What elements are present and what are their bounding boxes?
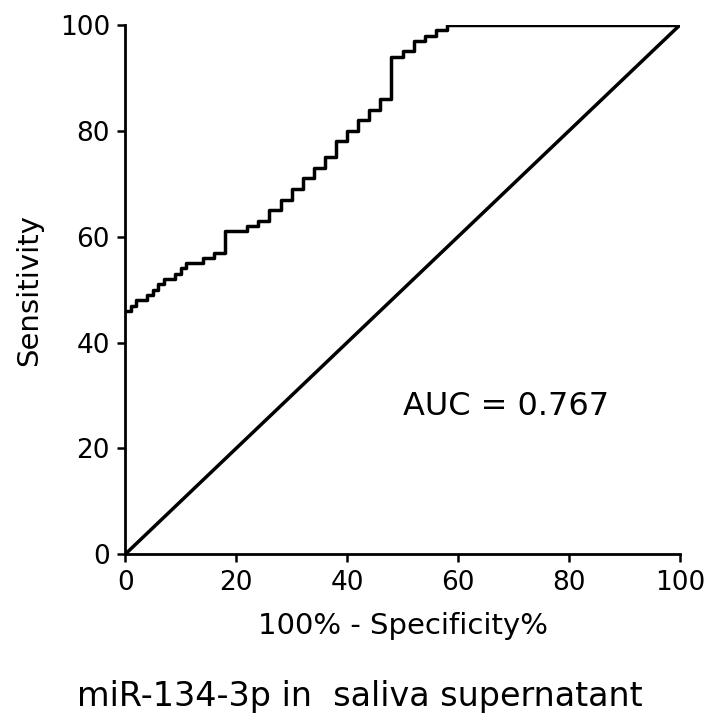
Text: miR-134-3p in  saliva supernatant: miR-134-3p in saliva supernatant xyxy=(77,680,643,713)
Text: AUC = 0.767: AUC = 0.767 xyxy=(402,390,608,422)
X-axis label: 100% - Specificity%: 100% - Specificity% xyxy=(258,612,547,640)
Y-axis label: Sensitivity: Sensitivity xyxy=(15,214,43,366)
